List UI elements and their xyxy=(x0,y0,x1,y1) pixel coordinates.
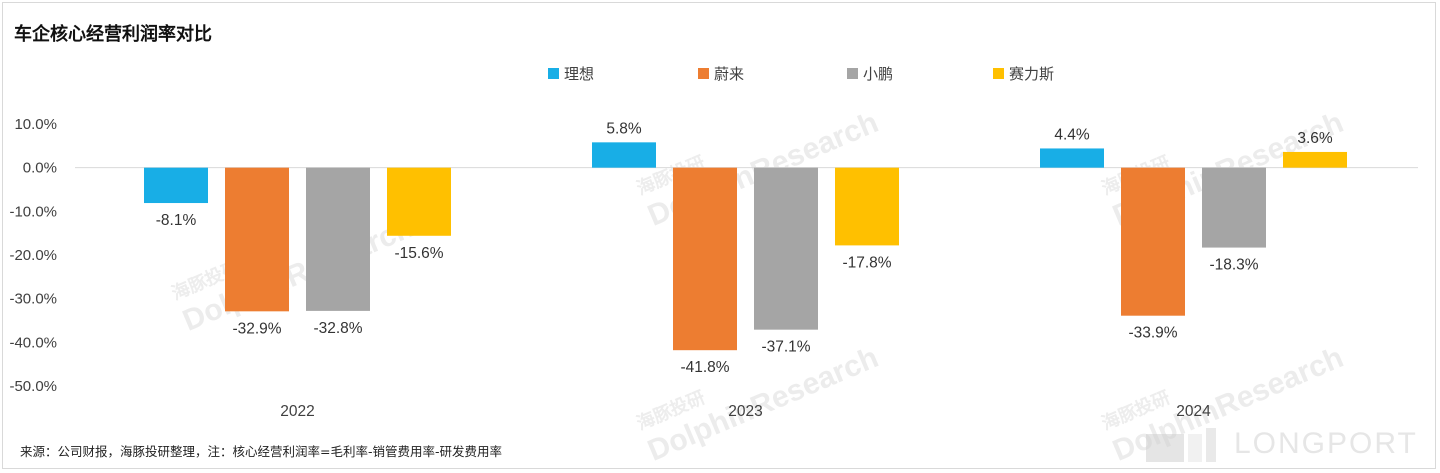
bar xyxy=(754,167,818,330)
data-label: -32.9% xyxy=(232,320,281,337)
bar xyxy=(1202,167,1266,248)
data-label: -33.9% xyxy=(1128,325,1177,342)
data-label: 3.6% xyxy=(1297,130,1333,147)
bar xyxy=(1283,151,1347,168)
legend-label: 赛力斯 xyxy=(1009,65,1054,83)
data-label: -15.6% xyxy=(394,245,443,262)
bar xyxy=(592,142,656,168)
bar xyxy=(387,167,451,236)
x-tick-label: 2023 xyxy=(728,403,762,420)
bar xyxy=(306,167,370,311)
source-note: 来源：公司财报，海豚投研整理，注：核心经营利润率=毛利率-销管费用率-研发费用率 xyxy=(20,444,502,459)
y-tick-label: 10.0% xyxy=(14,116,57,133)
data-label: -8.1% xyxy=(156,212,197,229)
y-tick-label: -10.0% xyxy=(9,203,57,220)
legend-swatch xyxy=(698,68,709,79)
legend-label: 蔚来 xyxy=(714,65,744,83)
y-tick-label: 0.0% xyxy=(23,160,57,177)
legend: 理想 蔚来 小鹏 赛力斯 xyxy=(548,65,1054,83)
bar xyxy=(1121,167,1185,316)
data-label: 4.4% xyxy=(1054,126,1090,143)
bars-layer xyxy=(144,142,1347,351)
bar xyxy=(673,167,737,351)
legend-swatch xyxy=(548,68,559,79)
data-label: -17.8% xyxy=(842,254,891,271)
data-label: -41.8% xyxy=(680,359,729,376)
y-tick-label: -40.0% xyxy=(9,334,57,351)
data-labels-layer: -8.1% -32.9% -32.8% -15.6% 5.8% -41.8% -37.1% -… xyxy=(156,120,1333,376)
legend-label: 理想 xyxy=(564,65,594,83)
data-label: -18.3% xyxy=(1209,257,1258,274)
bar xyxy=(835,167,899,246)
y-tick-label: -20.0% xyxy=(9,247,57,264)
legend-swatch xyxy=(993,68,1004,79)
data-label: -32.8% xyxy=(313,320,362,337)
data-label: 5.8% xyxy=(606,120,642,137)
x-tick-label: 2022 xyxy=(280,403,314,420)
longport-logo-text: LONGPORT xyxy=(1234,427,1418,460)
bar xyxy=(225,167,289,312)
y-tick-label: -30.0% xyxy=(9,291,57,308)
longport-logo-icon xyxy=(1142,424,1218,464)
x-axis: 2022 2023 2024 xyxy=(280,403,1211,420)
data-label: -37.1% xyxy=(761,339,810,356)
bar xyxy=(144,167,208,204)
legend-swatch xyxy=(847,68,858,79)
bar xyxy=(1040,148,1104,168)
chart-title: 车企核心经营利润率对比 xyxy=(14,24,212,45)
legend-label: 小鹏 xyxy=(863,65,893,83)
x-tick-label: 2024 xyxy=(1176,403,1211,420)
y-tick-label: -50.0% xyxy=(9,378,57,395)
longport-logo: LONGPORT xyxy=(1142,424,1432,464)
y-axis: 10.0% 0.0% -10.0% -20.0% -30.0% -40.0% -50.0% xyxy=(9,116,1418,395)
